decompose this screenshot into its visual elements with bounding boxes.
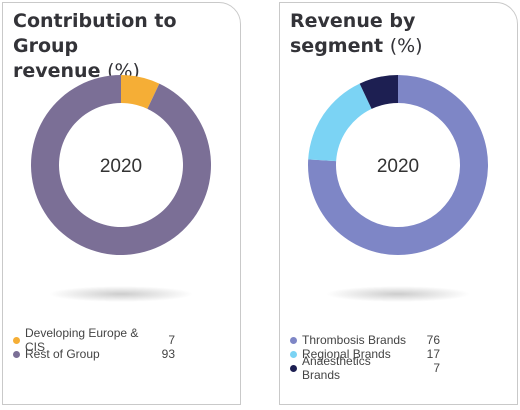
legend-value: 7 [168,333,175,347]
legend-item: Anaesthetics Brands 7 [290,354,505,382]
legend-swatch [290,336,297,344]
center-label: 2020 [100,156,142,177]
legend-label: Thrombosis Brands [302,333,407,347]
legend-label: Regional Brands [302,347,391,361]
slice-developing-europe-cis [121,75,160,109]
chart-title-text: Contribution to Group [13,10,177,57]
chart-shadow [49,286,193,302]
legend-label: Rest of Group [25,347,100,361]
legend-item: Thrombosis Brands 76 [290,333,505,347]
legend-value: 17 [426,347,440,361]
slice-regional-brands [308,83,372,162]
legend-swatch [13,336,20,344]
legend-item: Rest of Group 93 [13,347,228,361]
legend-item: Regional Brands 17 [290,347,505,361]
chart-legend: Thrombosis Brands 76 Regional Brands 17 Anae… [290,333,505,382]
legend-swatch [290,364,297,372]
donut-chart: 2020 [308,75,488,302]
center-label: 2020 [377,156,419,177]
slice-thrombosis-brands [308,75,488,255]
revenue-contribution-card: Contribution to Group revenue (%) 2020 De… [2,2,241,405]
legend-value: 7 [433,361,440,375]
legend-swatch [290,350,297,358]
donut-chart: 2020 [30,75,211,302]
chart-title: Revenue by segment (%) [290,9,505,59]
chart-title-unit: (%) [389,35,423,57]
legend-label: Anaesthetics Brands [302,354,371,382]
legend-swatch [13,350,20,358]
legend-item: Developing Europe & CIS 7 [13,326,228,354]
chart-legend: Developing Europe & CIS 7 Rest of Group 93 [13,326,228,361]
chart-title-text: Revenue by segment [290,10,416,57]
revenue-by-segment-card: Revenue by segment (%) 2020 Thrombosis B… [279,2,518,405]
chart-title: Contribution to Group revenue (%) [13,9,228,84]
slice-rest-of-group [30,75,211,255]
chart-title-line2: revenue [13,60,101,82]
legend-value: 93 [161,347,175,361]
chart-shadow [326,286,470,302]
legend-label: Developing Europe & CIS [25,326,139,354]
legend-value: 76 [426,333,440,347]
slice-anaesthetics-brands [359,75,398,109]
